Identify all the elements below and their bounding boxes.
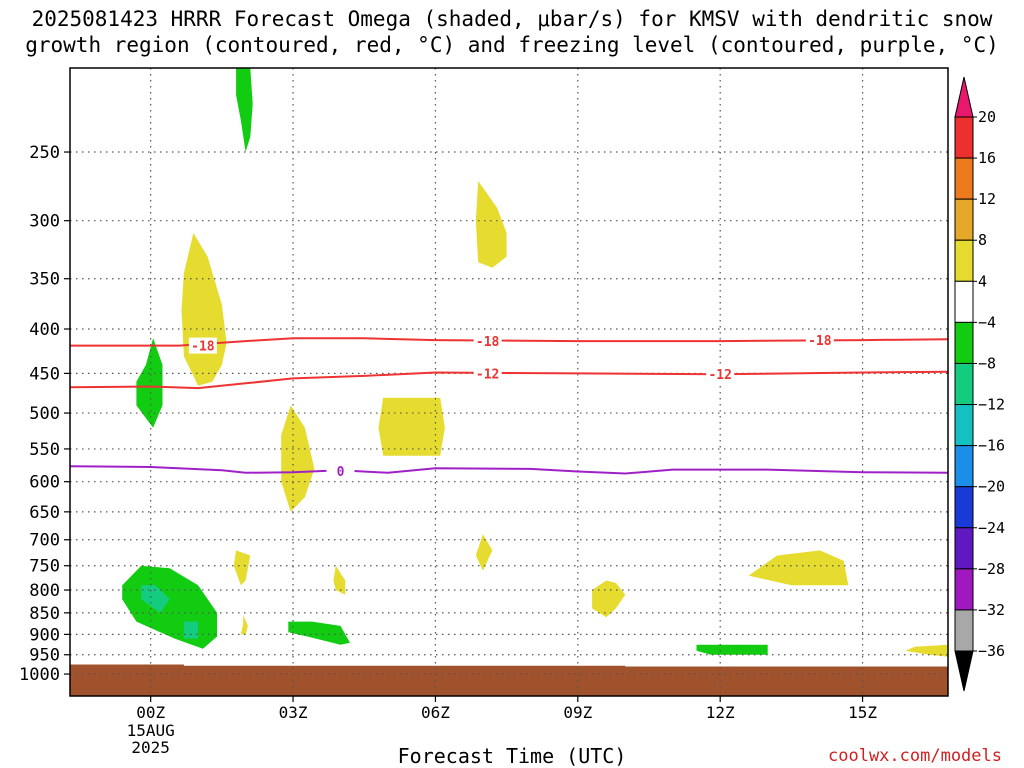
colorbar-label: −8 [978, 354, 996, 372]
contour-label: -12 [476, 367, 499, 382]
chart-title: 2025081423 HRRR Forecast Omega (shaded, … [25, 7, 999, 57]
y-tick-label: 450 [29, 364, 60, 384]
omega-region [236, 68, 253, 152]
colorbar: 20 16 12 8 4 −4 −8 −12 −16 −20 −24 −28 −32 −36 [954, 76, 1005, 692]
contour-label-bg [326, 462, 355, 479]
y-tick-label: 500 [29, 404, 60, 424]
y-tick-label: 350 [29, 270, 60, 290]
colorbar-swatch [954, 527, 974, 570]
colorbar-label: −24 [978, 519, 1005, 537]
contour-label-bg [473, 333, 502, 350]
colorbar-swatch [954, 362, 974, 406]
x-tick-label: 06Z [421, 703, 450, 722]
contour-label-bg [805, 332, 834, 349]
plot-axes: 2503003504004505005506006507007508008509… [19, 67, 949, 757]
contour-lines: -18 -18 -18 -12 -12 0 [70, 332, 948, 480]
omega-region [592, 580, 626, 618]
omega-region [378, 397, 445, 456]
colorbar-label: 20 [978, 108, 996, 126]
source-credit: coolwx.com/models [828, 746, 1002, 766]
contour-label: 0 [337, 465, 345, 480]
colorbar-swatch [954, 445, 974, 488]
colorbar-label: −16 [978, 437, 1005, 455]
contour-label: -18 [476, 335, 500, 350]
colorbar-swatch [954, 239, 974, 282]
contour-label-bg [188, 337, 217, 354]
colorbar-bottom-arrow [954, 650, 974, 692]
colorbar-swatch [954, 404, 974, 447]
omega-region [288, 621, 350, 645]
colorbar-label: 12 [978, 190, 996, 208]
colorbar-swatch [954, 280, 974, 323]
omega-region [183, 621, 199, 639]
x-tick-sublabel: 2025 [131, 738, 170, 757]
contour-label: -12 [708, 368, 731, 383]
y-tick-label: 650 [29, 503, 60, 523]
omega-region [141, 585, 170, 613]
omega-region [696, 644, 768, 655]
omega-region [281, 405, 315, 512]
y-tick-label: 300 [29, 212, 60, 232]
terrain-layer [70, 664, 948, 696]
y-tick-label: 850 [29, 604, 60, 624]
x-tick-label: 03Z [279, 703, 308, 722]
omega-region [181, 233, 227, 386]
omega-region [475, 181, 507, 268]
y-tick-label: 550 [29, 440, 60, 460]
colorbar-label: −4 [978, 313, 996, 331]
contour-label-bg [473, 365, 502, 382]
omega-region [122, 565, 218, 649]
x-tick-label: 12Z [706, 703, 735, 722]
contour-label: -18 [808, 334, 832, 349]
colorbar-label: −20 [978, 478, 1005, 496]
colorbar-label: 4 [978, 272, 987, 290]
y-tick-label: 800 [29, 581, 60, 601]
contour-line [70, 465, 948, 475]
y-tick-label: 600 [29, 473, 60, 493]
colorbar-swatch [954, 157, 974, 200]
omega-region [475, 534, 493, 571]
colorbar-label: −36 [978, 642, 1005, 660]
colorbar-swatch [954, 198, 974, 241]
omega-region [333, 565, 346, 595]
colorbar-label: −12 [978, 396, 1005, 414]
colorbar-swatch [954, 609, 974, 652]
x-tick-label: 00Z [136, 703, 165, 722]
x-axis-label: Forecast Time (UTC) [397, 744, 627, 768]
y-tick-label: 950 [29, 646, 60, 666]
omega-region [240, 615, 248, 635]
contour-line [70, 370, 948, 390]
colorbar-swatch [954, 568, 974, 611]
contour-label: -18 [191, 340, 215, 355]
colorbar-swatch [954, 321, 974, 364]
colorbar-top-arrow [954, 76, 974, 118]
colorbar-label: −28 [978, 560, 1005, 578]
grid-lines [70, 68, 948, 696]
omega-region [905, 644, 948, 657]
y-tick-label: 700 [29, 531, 60, 551]
colorbar-swatch [954, 486, 974, 529]
y-tick-label: 900 [29, 625, 60, 645]
x-tick-label: 15Z [848, 703, 877, 722]
x-tick-sublabel: 15AUG [127, 721, 175, 740]
omega-shaded-regions [122, 68, 948, 657]
x-tick-label: 09Z [563, 703, 592, 722]
omega-region [233, 550, 251, 586]
contour-label-bg [706, 366, 735, 383]
colorbar-swatch [954, 116, 974, 159]
omega-region [136, 338, 163, 428]
colorbar-label: −32 [978, 601, 1005, 619]
omega-region [748, 550, 849, 586]
y-tick-label: 250 [29, 143, 60, 163]
colorbar-label: 16 [978, 149, 996, 167]
y-tick-label: 400 [29, 320, 60, 340]
colorbar-label: 8 [978, 231, 987, 249]
terrain [70, 664, 948, 696]
plot-frame [69, 67, 949, 697]
y-tick-label: 750 [29, 557, 60, 577]
y-tick-label: 1000 [19, 665, 60, 685]
